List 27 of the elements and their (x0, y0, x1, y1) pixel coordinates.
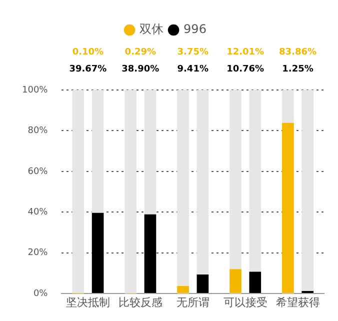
y-tick-label: 40% (28, 208, 48, 218)
data-label: 83.86% (279, 47, 317, 58)
legend-label: 双休 (140, 22, 164, 36)
y-tick-label: 0% (33, 288, 48, 299)
x-tick-label: 坚决抵制 (66, 296, 110, 310)
data-label: 0.29% (124, 47, 156, 58)
x-tick-label: 可以接受 (223, 296, 268, 310)
bar (230, 269, 242, 294)
data-label: 39.67% (69, 64, 107, 74)
bar (249, 272, 262, 294)
bar (177, 286, 189, 294)
data-label: 9.41% (177, 64, 208, 74)
y-tick-label: 100% (22, 85, 48, 96)
x-tick-label: 希望获得 (276, 296, 320, 310)
x-tick-label: 无所谓 (176, 296, 210, 310)
data-label: 3.75% (177, 47, 208, 58)
bar (196, 274, 209, 294)
y-tick-label: 80% (28, 126, 48, 136)
y-tick-label: 60% (28, 166, 48, 177)
data-label: 38.90% (122, 64, 160, 74)
x-tick-label: 比较反感 (118, 296, 162, 310)
data-label: 12.01% (226, 47, 264, 58)
data-label: 0.10% (72, 47, 104, 58)
data-label: 1.25% (282, 64, 314, 74)
data-label: 10.76% (226, 64, 264, 74)
y-tick-label: 20% (28, 248, 48, 258)
legend-label: 996 (184, 22, 206, 36)
